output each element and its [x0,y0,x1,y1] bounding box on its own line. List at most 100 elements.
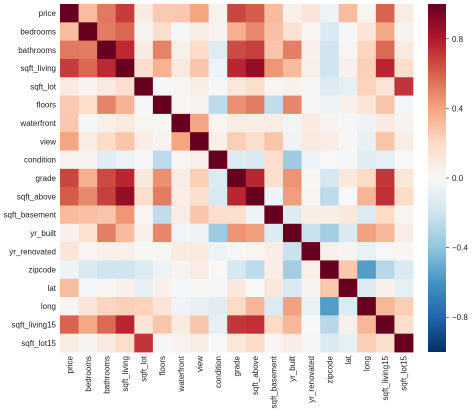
heatmap-cell-lat-waterfront [171,278,191,298]
heatmap-cell-condition-yr_renovated [301,150,321,170]
heatmap-cell-sqft_basement-price [60,205,79,225]
heatmap-cell-price-sqft_lot15 [394,4,414,23]
heatmap-cell-bedrooms-waterfront [171,22,191,42]
heatmap-cell-bathrooms-yr_built [282,40,302,60]
heatmap-cell-condition-sqft_lot15 [394,150,414,170]
heatmap-cell-grade-sqft_living [115,168,135,188]
heatmap-cell-sqft_above-waterfront [171,187,191,206]
heatmap-cell-lat-sqft_living15 [375,278,395,298]
heatmap-cell-sqft_lot15-sqft_living [115,333,135,353]
heatmap-cell-sqft_lot-price [60,77,79,96]
heatmap-cell-yr_built-bathrooms [97,223,117,243]
heatmap-cell-yr_built-yr_built [282,223,302,243]
heatmap-cell-yr_built-sqft_living [115,223,135,243]
heatmap-cell-price-sqft_lot [134,4,154,23]
heatmap-cell-long-yr_renovated [301,297,321,316]
heatmap-cell-view-waterfront [171,132,191,151]
heatmap-cell-sqft_lot-zipcode [320,77,340,96]
heatmap-cell-lat-sqft_above [245,278,265,298]
heatmap-cell-waterfront-yr_renovated [301,113,321,133]
heatmap-cell-zipcode-bathrooms [97,260,117,280]
y-tick-label-yr_built: yr_built [30,229,57,238]
heatmap-cell-lat-price [60,278,79,298]
heatmap-cell-bathrooms-lat [338,40,358,60]
heatmap-cell-sqft_living-sqft_lot [134,58,154,78]
heatmap-cell-price-sqft_living15 [375,4,395,23]
heatmap-cell-grade-grade [227,168,247,188]
heatmap-cell-view-view [190,132,210,151]
heatmap-cell-lat-view [190,278,210,298]
heatmap-cell-waterfront-sqft_living [115,113,135,133]
heatmap-cell-view-sqft_lot15 [394,132,414,151]
heatmap-cell-view-condition [208,132,228,151]
heatmap-cell-sqft_above-view [190,187,210,206]
heatmap-cell-zipcode-sqft_basement [264,260,284,280]
heatmap-cell-sqft_basement-sqft_living15 [375,205,395,225]
heatmap-cell-condition-sqft_living [115,150,135,170]
heatmap-cell-sqft_above-sqft_above [245,187,265,206]
heatmap-cell-yr_built-floors [152,223,172,243]
heatmap-cell-price-grade [227,4,247,23]
heatmap-cell-waterfront-yr_built [282,113,302,133]
heatmap-cell-yr_renovated-sqft_basement [264,242,284,261]
heatmap-cell-zipcode-sqft_lot15 [394,260,414,280]
heatmap-cell-sqft_lot-sqft_living15 [375,77,395,96]
heatmap-cell-waterfront-sqft_basement [264,113,284,133]
heatmap-cell-zipcode-view [190,260,210,280]
heatmap-cell-sqft_lot15-waterfront [171,333,191,353]
heatmap-cell-bathrooms-long [357,40,377,60]
heatmap-cell-bedrooms-sqft_living15 [375,22,395,42]
heatmap-cell-condition-floors [152,150,172,170]
heatmap-cell-condition-lat [338,150,358,170]
heatmap-cell-zipcode-grade [227,260,247,280]
heatmap-cell-bathrooms-bedrooms [78,40,98,60]
heatmap-cell-price-price [60,4,79,23]
heatmap-cell-waterfront-zipcode [320,113,340,133]
heatmap-cells [60,4,414,353]
heatmap-cell-waterfront-sqft_lot [134,113,154,133]
x-tick-label-grade: grade [233,355,242,376]
heatmap-cell-yr_renovated-price [60,242,79,261]
heatmap-cell-sqft_above-yr_renovated [301,187,321,206]
heatmap-cell-sqft_living15-grade [227,315,247,335]
y-tick-label-price: price [39,9,57,18]
heatmap-cell-long-waterfront [171,297,191,316]
heatmap-cell-condition-sqft_above [245,150,265,170]
heatmap-cell-sqft_basement-condition [208,205,228,225]
heatmap-cell-sqft_basement-sqft_lot15 [394,205,414,225]
heatmap-cell-sqft_basement-waterfront [171,205,191,225]
heatmap-cell-floors-bedrooms [78,95,98,115]
heatmap-cell-sqft_living15-sqft_living [115,315,135,335]
heatmap-cell-long-long [357,297,377,316]
heatmap-cell-sqft_above-sqft_lot15 [394,187,414,206]
heatmap-cell-sqft_living15-zipcode [320,315,340,335]
heatmap-cell-sqft_lot15-long [357,333,377,353]
x-tick-label-floors: floors [158,356,167,376]
heatmap-cell-yr_renovated-waterfront [171,242,191,261]
heatmap-cell-yr_renovated-zipcode [320,242,340,261]
heatmap-cell-sqft_lot-sqft_lot [134,77,154,96]
heatmap-cell-yr_renovated-lat [338,242,358,261]
heatmap-cell-yr_renovated-sqft_living15 [375,242,395,261]
heatmap-cell-long-sqft_basement [264,297,284,316]
heatmap-cell-grade-yr_built [282,168,302,188]
heatmap-cell-view-sqft_living15 [375,132,395,151]
heatmap-cell-sqft_living-yr_renovated [301,58,321,78]
x-tick-label-bedrooms: bedrooms [84,356,93,392]
heatmap-cell-yr_renovated-sqft_lot15 [394,242,414,261]
heatmap-cell-bedrooms-bathrooms [97,22,117,42]
heatmap-cell-yr_renovated-view [190,242,210,261]
heatmap-cell-sqft_living15-yr_built [282,315,302,335]
heatmap-cell-floors-lat [338,95,358,115]
heatmap-cell-sqft_basement-sqft_above [245,205,265,225]
heatmap-cell-sqft_lot-sqft_above [245,77,265,96]
heatmap-cell-long-bathrooms [97,297,117,316]
heatmap-cell-floors-long [357,95,377,115]
heatmap-cell-sqft_living-yr_built [282,58,302,78]
heatmap-cell-yr_renovated-bedrooms [78,242,98,261]
heatmap-cell-zipcode-price [60,260,79,280]
heatmap-cell-floors-bathrooms [97,95,117,115]
heatmap-cell-sqft_lot-sqft_living [115,77,135,96]
heatmap-cell-sqft_basement-sqft_living [115,205,135,225]
heatmap-cell-bathrooms-floors [152,40,172,60]
